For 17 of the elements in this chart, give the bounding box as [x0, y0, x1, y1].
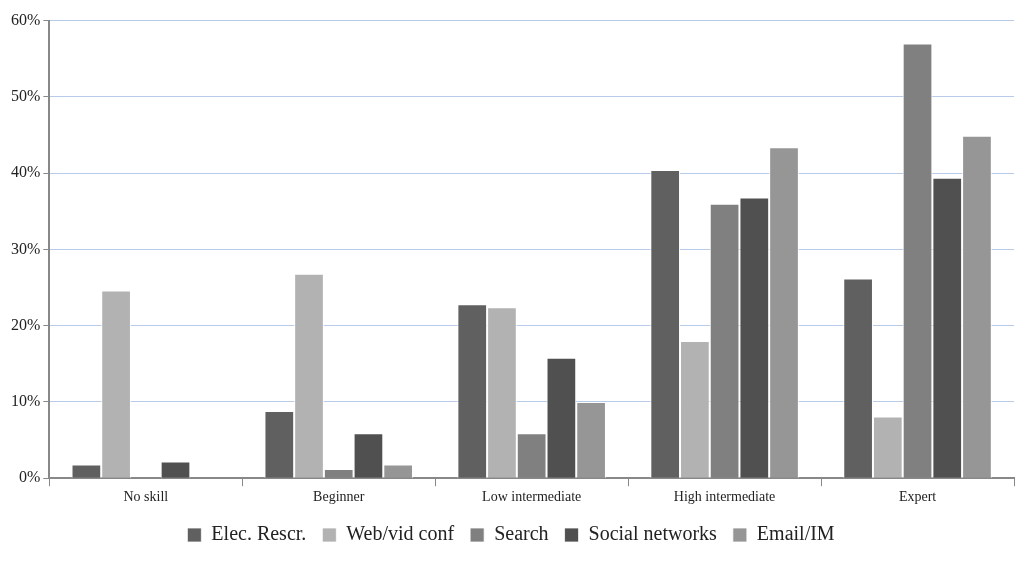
x-tick-label: Low intermediate: [482, 489, 582, 505]
legend-label: Email/IM: [756, 522, 835, 545]
y-tick-label: 0%: [19, 468, 41, 486]
x-tick-label: High intermediate: [673, 489, 776, 505]
y-tick-label: 30%: [11, 239, 41, 257]
y-tick-label: 10%: [11, 392, 41, 410]
legend-label: Search: [494, 522, 549, 545]
legend-label: Social networks: [588, 522, 718, 545]
y-tick-label: 50%: [11, 87, 41, 105]
y-tick-label: 20%: [11, 315, 41, 333]
y-tick-label: 60%: [11, 10, 41, 28]
legend-label: Elec. Rescr.: [211, 522, 307, 545]
x-tick-label: No skill: [123, 489, 169, 505]
y-tick-label: 40%: [11, 163, 41, 181]
legend-label: Web/vid conf: [346, 522, 455, 545]
x-tick-label: Beginner: [313, 489, 365, 505]
x-tick-label: Expert: [898, 489, 937, 505]
